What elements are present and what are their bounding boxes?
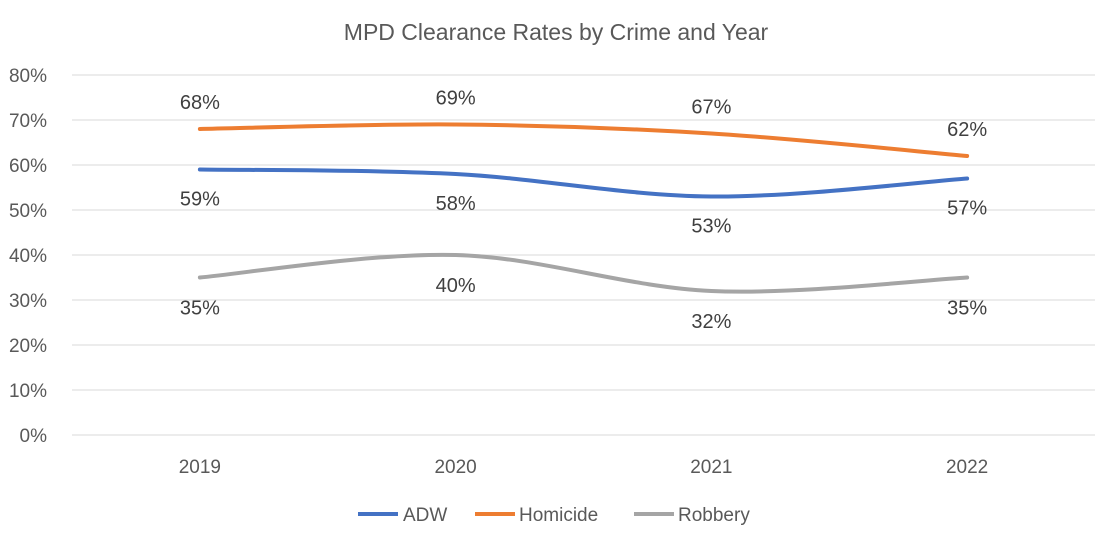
data-label-homicide: 67% xyxy=(691,97,731,119)
y-axis: 0% 10% 20% 30% 40% 50% 60% 70% 80% xyxy=(9,66,47,447)
y-tick-label: 50% xyxy=(9,201,47,222)
x-tick-label: 2020 xyxy=(434,457,476,478)
series-line-homicide xyxy=(197,122,970,158)
series-lines xyxy=(197,122,970,294)
y-tick-label: 40% xyxy=(9,246,47,267)
legend-label-adw: ADW xyxy=(403,505,447,526)
data-label-robbery: 35% xyxy=(947,298,987,320)
chart-title: MPD Clearance Rates by Crime and Year xyxy=(344,19,769,45)
data-label-adw: 59% xyxy=(180,189,220,211)
data-label-adw: 57% xyxy=(947,198,987,220)
data-label-adw: 58% xyxy=(436,193,476,215)
y-tick-label: 70% xyxy=(9,111,47,132)
data-labels: 59% 58% 53% 57% 68% 69% 67% 62% 35% 40% 32% 35% xyxy=(180,88,987,334)
data-label-robbery: 40% xyxy=(436,275,476,297)
y-tick-label: 30% xyxy=(9,291,47,312)
data-label-robbery: 35% xyxy=(180,298,220,320)
x-tick-label: 2019 xyxy=(179,457,221,478)
series-line-robbery xyxy=(197,252,970,294)
legend-label-homicide: Homicide xyxy=(519,505,598,526)
data-label-homicide: 69% xyxy=(436,88,476,110)
x-tick-label: 2021 xyxy=(690,457,732,478)
y-tick-label: 0% xyxy=(20,426,48,447)
legend-label-robbery: Robbery xyxy=(678,505,750,526)
y-tick-label: 60% xyxy=(9,156,47,177)
data-label-homicide: 68% xyxy=(180,92,220,114)
x-axis: 2019 2020 2021 2022 xyxy=(179,457,989,478)
data-label-robbery: 32% xyxy=(691,311,731,333)
x-tick-label: 2022 xyxy=(946,457,988,478)
y-tick-label: 80% xyxy=(9,66,47,87)
data-label-homicide: 62% xyxy=(947,119,987,141)
y-tick-label: 20% xyxy=(9,336,47,357)
series-line-adw xyxy=(197,167,970,199)
y-tick-label: 10% xyxy=(9,381,47,402)
gridlines xyxy=(72,74,1095,436)
legend: ADW Homicide Robbery xyxy=(358,505,750,526)
data-label-adw: 53% xyxy=(691,216,731,238)
